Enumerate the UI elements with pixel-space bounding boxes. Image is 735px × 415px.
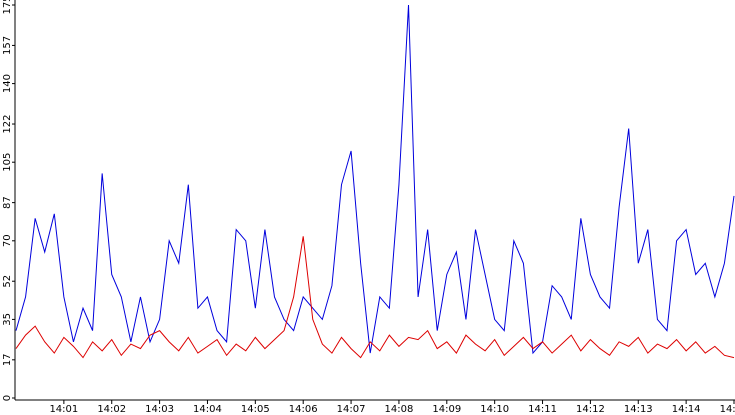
y-tick-label: 87 bbox=[2, 196, 13, 209]
y-tick-label: 35 bbox=[2, 313, 13, 326]
series-line bbox=[15, 4, 735, 355]
x-tick-label: 14:02 bbox=[97, 404, 126, 415]
x-tick-label: 14:08 bbox=[385, 404, 414, 415]
x-tick-label: 14:11 bbox=[528, 404, 557, 415]
x-tick-label: 14:14 bbox=[672, 404, 701, 415]
x-tick-label: 14:06 bbox=[289, 404, 318, 415]
y-tick-label: 70 bbox=[2, 234, 13, 247]
y-tick-label: 157 bbox=[2, 36, 13, 55]
y-tick-label: 105 bbox=[2, 153, 13, 172]
x-tick-label: 14:03 bbox=[145, 404, 174, 415]
y-tick-label: 0 bbox=[2, 395, 13, 401]
y-tick-label: 175 bbox=[2, 0, 13, 15]
x-tick-label: 14:04 bbox=[193, 404, 222, 415]
x-tick-label: 14:09 bbox=[432, 404, 461, 415]
y-tick-label: 122 bbox=[2, 114, 13, 133]
x-tick-label: 14:05 bbox=[241, 404, 270, 415]
x-tick-label: 14:13 bbox=[624, 404, 653, 415]
x-tick-label: 14:10 bbox=[480, 404, 509, 415]
y-tick-label: 17 bbox=[2, 353, 13, 366]
y-tick-label: 140 bbox=[2, 74, 13, 93]
x-tick-label: 14:15 bbox=[720, 404, 735, 415]
x-tick-label: 14:01 bbox=[49, 404, 78, 415]
x-tick-label: 14:07 bbox=[337, 404, 366, 415]
x-tick-label: 14:12 bbox=[576, 404, 605, 415]
series-line bbox=[15, 236, 735, 359]
y-tick-label: 52 bbox=[2, 275, 13, 288]
